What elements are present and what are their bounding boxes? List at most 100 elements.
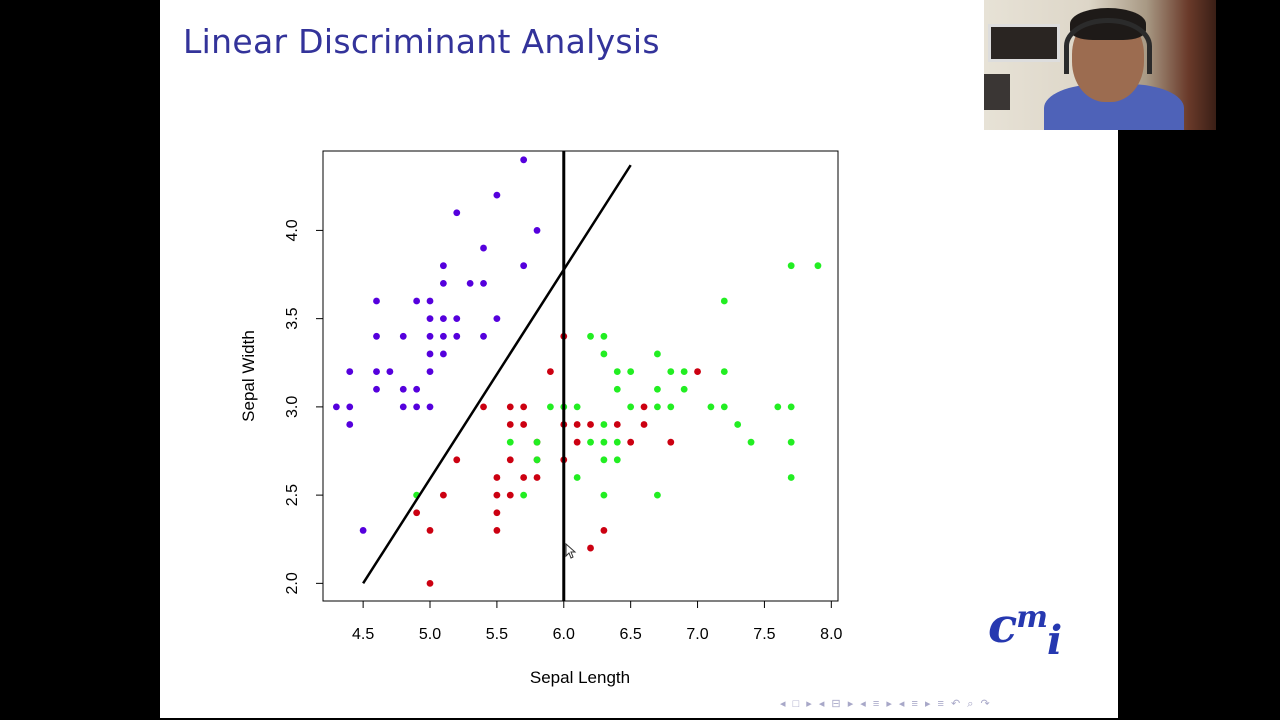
data-point-series-1 xyxy=(493,315,501,323)
data-point-series-3 xyxy=(787,438,795,446)
data-point-series-3 xyxy=(654,385,661,393)
data-point-series-1 xyxy=(399,385,407,393)
data-point-series-2 xyxy=(413,509,421,517)
data-point-series-1 xyxy=(413,297,421,305)
data-point-series-3 xyxy=(573,403,581,411)
headset-icon xyxy=(1064,18,1152,74)
data-point-series-1 xyxy=(373,297,380,305)
data-point-series-3 xyxy=(547,403,554,411)
y-tick-label: 3.5 xyxy=(284,307,301,329)
data-point-series-2 xyxy=(506,491,514,499)
x-tick-label: 7.0 xyxy=(686,626,708,643)
data-point-series-3 xyxy=(573,474,581,481)
data-point-series-1 xyxy=(399,332,407,340)
data-point-series-2 xyxy=(493,509,501,517)
data-point-series-1 xyxy=(359,527,367,534)
data-point-series-3 xyxy=(600,456,608,464)
data-point-series-3 xyxy=(667,368,675,375)
data-point-series-3 xyxy=(613,456,621,464)
data-point-series-2 xyxy=(573,438,581,446)
data-point-series-3 xyxy=(734,421,742,428)
data-point-series-3 xyxy=(627,403,635,411)
data-point-series-1 xyxy=(480,332,487,340)
cmi-logo: cmi xyxy=(988,598,1062,664)
wall-picture xyxy=(988,24,1060,62)
data-points xyxy=(332,156,822,587)
y-tick-label: 2.0 xyxy=(284,572,301,594)
data-point-series-2 xyxy=(520,403,528,411)
data-point-series-2 xyxy=(627,438,635,446)
data-point-series-1 xyxy=(399,403,407,411)
y-tick-label: 4.0 xyxy=(284,219,301,241)
data-point-series-3 xyxy=(600,491,608,499)
data-point-series-1 xyxy=(346,368,354,375)
data-point-series-1 xyxy=(439,262,447,270)
data-point-series-3 xyxy=(680,385,688,393)
y-axis-label: Sepal Width xyxy=(239,330,258,422)
cursor-icon xyxy=(565,542,577,559)
data-point-series-2 xyxy=(426,527,434,534)
data-point-series-3 xyxy=(613,438,621,446)
data-point-series-3 xyxy=(787,403,795,411)
data-point-series-3 xyxy=(654,403,661,411)
data-point-series-1 xyxy=(453,332,461,340)
slide-title: Linear Discriminant Analysis xyxy=(183,22,660,61)
data-point-series-3 xyxy=(587,332,594,340)
data-point-series-2 xyxy=(600,527,608,534)
data-point-series-1 xyxy=(426,315,434,323)
data-point-series-3 xyxy=(613,368,621,375)
data-point-series-3 xyxy=(774,403,782,411)
data-point-series-1 xyxy=(346,403,354,411)
data-point-series-3 xyxy=(680,368,688,375)
data-point-series-2 xyxy=(493,527,501,534)
beamer-navigation-bar[interactable]: ◂ □ ▸ ◂ ⊟ ▸ ◂ ≡ ▸ ◂ ≡ ▸ ≡ ↶ ⌕ ↷ xyxy=(780,698,992,710)
data-point-series-3 xyxy=(613,385,621,393)
data-point-series-2 xyxy=(426,579,434,587)
data-point-series-3 xyxy=(600,332,608,340)
data-point-series-2 xyxy=(547,368,554,375)
data-point-series-1 xyxy=(493,191,501,199)
data-point-series-3 xyxy=(520,491,528,499)
y-tick-label: 3.0 xyxy=(284,396,301,418)
data-point-series-1 xyxy=(520,156,528,164)
data-point-series-2 xyxy=(587,421,594,428)
data-point-series-3 xyxy=(667,403,675,411)
data-point-series-1 xyxy=(439,279,447,287)
data-point-series-2 xyxy=(506,403,514,411)
data-point-series-2 xyxy=(520,421,528,428)
data-point-series-3 xyxy=(654,350,661,358)
data-point-series-2 xyxy=(480,403,487,411)
data-point-series-1 xyxy=(386,368,394,375)
presenter-webcam xyxy=(984,0,1216,130)
data-point-series-1 xyxy=(426,350,434,358)
data-point-series-2 xyxy=(667,438,675,446)
data-point-series-1 xyxy=(453,209,461,217)
data-point-series-1 xyxy=(426,403,434,411)
data-point-series-1 xyxy=(426,368,434,375)
data-point-series-1 xyxy=(373,332,380,340)
data-point-series-3 xyxy=(533,456,541,464)
y-axis-ticks: 2.0 2.5 3.0 3.5 4.0 xyxy=(284,219,323,594)
data-point-series-1 xyxy=(346,421,354,428)
data-point-series-2 xyxy=(587,544,594,552)
data-point-series-2 xyxy=(493,474,501,481)
data-point-series-1 xyxy=(413,385,421,393)
data-point-series-1 xyxy=(373,385,380,393)
data-point-series-3 xyxy=(720,368,728,375)
data-point-series-1 xyxy=(453,315,461,323)
data-point-series-3 xyxy=(720,403,728,411)
data-point-series-1 xyxy=(480,279,487,287)
data-point-series-2 xyxy=(506,456,514,464)
wall-picture xyxy=(984,74,1010,110)
slide: Linear Discriminant Analysis 4.5 5.0 5.5 6.… xyxy=(160,0,1118,718)
decision-lines xyxy=(362,151,632,601)
x-axis-label: Sepal Length xyxy=(530,668,630,687)
data-point-series-3 xyxy=(506,438,514,446)
data-point-series-3 xyxy=(787,474,795,481)
data-point-series-3 xyxy=(720,297,728,305)
data-point-series-1 xyxy=(426,297,434,305)
x-tick-label: 7.5 xyxy=(753,626,775,643)
data-point-series-3 xyxy=(600,350,608,358)
data-point-series-3 xyxy=(707,403,715,411)
data-point-series-2 xyxy=(493,491,501,499)
